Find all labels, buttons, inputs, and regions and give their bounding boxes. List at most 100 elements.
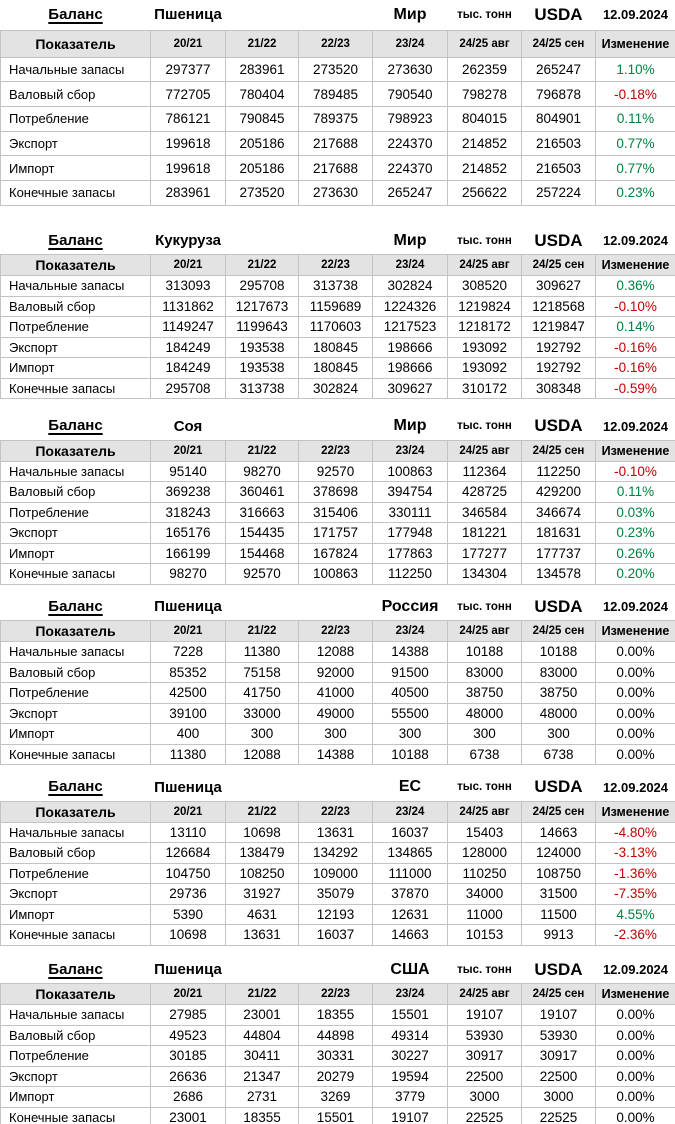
value-cell: 394754 (372, 481, 448, 503)
title-spacer (298, 227, 373, 255)
value-cell: 30331 (298, 1045, 373, 1067)
value-cell: 297377 (150, 56, 226, 83)
year-header: 21/22 (225, 800, 299, 823)
row-label: Импорт (0, 903, 151, 926)
table-row: Начальные запасы 13110 10698 13631 16037 154… (0, 821, 675, 844)
value-cell: 1218568 (521, 295, 596, 318)
year-header: 23/24 (372, 439, 448, 462)
value-cell: 11380 (150, 743, 226, 766)
value-cell: 429200 (521, 481, 596, 503)
value-cell: 27985 (150, 1004, 226, 1026)
value-cell: 315406 (298, 501, 373, 524)
table-row: Валовый сбор 772705 780404 789485 790540 798… (0, 81, 675, 107)
value-cell: 12193 (298, 903, 373, 926)
value-cell: 10698 (150, 924, 226, 946)
value-cell: 16037 (372, 821, 448, 844)
value-cell: 10153 (447, 924, 522, 946)
value-cell: 308348 (521, 377, 596, 400)
value-cell: 3000 (447, 1086, 522, 1108)
region-title: Россия (372, 593, 448, 621)
table-row: Экспорт 29736 31927 35079 37870 34000 31500 -7… (0, 883, 675, 905)
table-row: Начальные запасы 297377 283961 273520 27363… (0, 56, 675, 83)
row-label: Начальные запасы (0, 641, 151, 663)
row-label: Экспорт (0, 130, 151, 157)
balance-title-cell: Баланс (0, 0, 151, 30)
value-cell: 10698 (225, 821, 299, 844)
value-cell: 300 (447, 723, 522, 745)
row-label: Потребление (0, 1045, 151, 1067)
indicator-header: Показатель (0, 800, 151, 823)
value-cell: 283961 (150, 179, 226, 206)
balance-title: Баланс (48, 417, 103, 435)
value-cell: 30411 (225, 1045, 299, 1067)
value-cell: 313093 (150, 275, 226, 297)
unit-label: тыс. тонн (447, 227, 522, 255)
year-header: 21/22 (225, 620, 299, 643)
value-cell: 1224326 (372, 295, 448, 318)
year-header: 24/25 авг (447, 620, 522, 643)
row-label: Начальные запасы (0, 821, 151, 844)
table-title-row: Баланс Пшеница США тыс. тонн USDA 12.09.… (0, 956, 675, 984)
value-cell: 1149247 (150, 316, 226, 338)
year-header: 23/24 (372, 800, 448, 823)
row-label: Потребление (0, 105, 151, 132)
row-label: Импорт (0, 1086, 151, 1108)
commodity-title: Кукуруза (150, 227, 226, 255)
value-cell: 13631 (298, 821, 373, 844)
value-cell: 104750 (150, 862, 226, 885)
table-body: Начальные запасы 27985 23001 18355 15501 191… (0, 1004, 675, 1124)
change-value: 0.00% (595, 1024, 675, 1047)
row-label: Конечные запасы (0, 743, 151, 766)
year-header: 24/25 авг (447, 800, 522, 823)
value-cell: 92000 (298, 661, 373, 684)
value-cell: 49000 (298, 702, 373, 725)
change-value: 0.77% (595, 155, 675, 181)
year-header: 22/23 (298, 983, 373, 1006)
value-cell: 40500 (372, 682, 448, 704)
year-header: 24/25 авг (447, 983, 522, 1006)
year-header: 24/25 сен (521, 254, 596, 277)
value-cell: 198666 (372, 357, 448, 379)
title-spacer (298, 413, 373, 441)
title-spacer (225, 227, 299, 255)
table-row: Валовый сбор 126684 138479 134292 134865 128… (0, 842, 675, 864)
value-cell: 138479 (225, 842, 299, 864)
value-cell: 177863 (372, 542, 448, 565)
table-row: Конечные запасы 295708 313738 302824 309627… (0, 377, 675, 400)
table-row: Импорт 5390 4631 12193 12631 11000 11500 4.55% (0, 903, 675, 926)
value-cell: 789485 (298, 81, 373, 107)
title-spacer (225, 956, 299, 984)
year-header: 21/22 (225, 439, 299, 462)
year-header: 24/25 сен (521, 620, 596, 643)
value-cell: 369238 (150, 481, 226, 503)
value-cell: 330111 (372, 501, 448, 524)
value-cell: 12088 (298, 641, 373, 663)
row-label: Начальные запасы (0, 275, 151, 297)
value-cell: 18355 (225, 1106, 299, 1124)
table-row: Валовый сбор 369238 360461 378698 394754 428… (0, 481, 675, 503)
value-cell: 3779 (372, 1086, 448, 1108)
value-cell: 310172 (447, 377, 522, 400)
value-cell: 38750 (447, 682, 522, 704)
value-cell: 91500 (372, 661, 448, 684)
year-header: 20/21 (150, 983, 226, 1006)
row-label: Экспорт (0, 1065, 151, 1088)
value-cell: 316663 (225, 501, 299, 524)
value-cell: 134292 (298, 842, 373, 864)
row-label: Конечные запасы (0, 924, 151, 946)
change-value: 1.10% (595, 56, 675, 83)
table-row: Импорт 184249 193538 180845 198666 193092 192… (0, 357, 675, 379)
value-cell: 790540 (372, 81, 448, 107)
value-cell: 313738 (298, 275, 373, 297)
value-cell: 4631 (225, 903, 299, 926)
title-spacer (225, 413, 299, 441)
table-body: Начальные запасы 7228 11380 12088 14388 1018… (0, 641, 675, 766)
value-cell: 313738 (225, 377, 299, 400)
value-cell: 3269 (298, 1086, 373, 1108)
value-cell: 100863 (372, 460, 448, 483)
value-cell: 112250 (521, 460, 596, 483)
title-spacer (298, 956, 373, 984)
value-cell: 15403 (447, 821, 522, 844)
value-cell: 165176 (150, 522, 226, 544)
value-cell: 12088 (225, 743, 299, 766)
